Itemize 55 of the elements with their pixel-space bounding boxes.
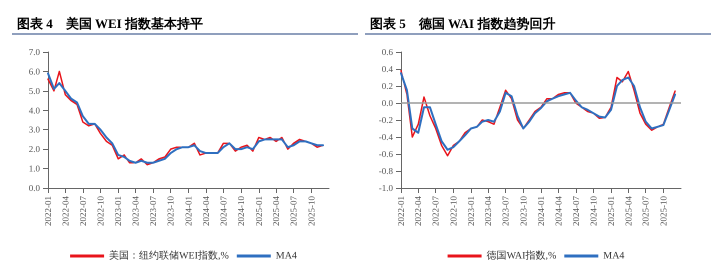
x-tick-label: 2023-10 (166, 196, 176, 226)
y-tick-label: 0.2 (382, 81, 393, 91)
x-tick-label: 2024-10 (588, 196, 598, 226)
x-tick-label: 2025-10 (658, 196, 668, 226)
x-tick-label: 2023-10 (518, 196, 528, 226)
y-tick-label: 2.0 (28, 144, 40, 154)
x-tick-label: 2023-07 (500, 196, 511, 226)
legend-label: MA4 (276, 250, 297, 262)
x-tick-label: 2025-01 (254, 196, 264, 226)
y-tick-label: -0.4 (378, 132, 394, 142)
chart-title: 图表 5 德国 WAI 指数趋势回升 (370, 16, 556, 31)
x-tick-label: 2025-07 (640, 196, 651, 226)
y-tick-label: 3.0 (28, 124, 40, 135)
x-tick-label: 2022-01 (43, 196, 53, 226)
x-tick-label: 2022-10 (448, 196, 458, 226)
x-tick-label: 2024-01 (536, 196, 546, 226)
y-tick-label: 1.0 (28, 164, 40, 174)
y-tick-label: -1.0 (378, 183, 394, 193)
x-tick-label: 2024-04 (553, 196, 564, 226)
x-tick-label: 2023-07 (148, 196, 158, 226)
x-tick-label: 2023-01 (113, 196, 124, 226)
x-tick-label: 2022-10 (96, 196, 106, 226)
y-tick-label: 4.0 (28, 105, 40, 116)
y-tick-label: -0.2 (378, 115, 393, 125)
x-tick-label: 2022-01 (396, 196, 406, 226)
y-tick-label: 7.0 (28, 47, 40, 57)
x-tick-label: 2025-04 (623, 196, 634, 226)
x-tick-label: 2024-07 (570, 196, 581, 226)
x-tick-label: 2025-04 (271, 196, 282, 226)
legend-label: MA4 (603, 250, 624, 262)
x-tick-label: 2022-07 (430, 196, 441, 226)
x-tick-label: 2022-04 (413, 196, 424, 226)
y-tick-label: -0.8 (378, 166, 394, 176)
x-tick-label: 2022-04 (60, 196, 70, 226)
y-tick-label: 0.0 (28, 183, 40, 193)
legend-label: 德国WAI指数,% (486, 250, 556, 262)
y-tick-label: 0.0 (382, 98, 394, 108)
x-tick-label: 2024-01 (183, 196, 194, 226)
legend-label: 美国：纽约联储WEI指数,% (109, 250, 229, 262)
y-tick-label: 5.0 (28, 86, 40, 96)
x-tick-label: 2023-04 (483, 196, 494, 226)
x-tick-label: 2024-10 (236, 196, 246, 226)
x-tick-label: 2025-07 (288, 196, 299, 226)
x-tick-label: 2024-04 (200, 196, 211, 226)
x-tick-label: 2025-10 (306, 196, 316, 226)
y-tick-label: -0.6 (378, 149, 394, 159)
y-tick-label: 0.4 (382, 64, 394, 74)
chart-title: 图表 4 美国 WEI 指数基本持平 (17, 16, 203, 31)
x-tick-label: 2022-07 (78, 196, 88, 226)
y-tick-label: 0.6 (382, 47, 394, 57)
y-tick-label: 6.0 (28, 66, 40, 76)
x-tick-label: 2024-07 (218, 196, 228, 226)
x-tick-label: 2025-01 (606, 196, 616, 226)
x-tick-label: 2023-04 (130, 196, 141, 226)
x-tick-label: 2023-01 (466, 196, 476, 226)
